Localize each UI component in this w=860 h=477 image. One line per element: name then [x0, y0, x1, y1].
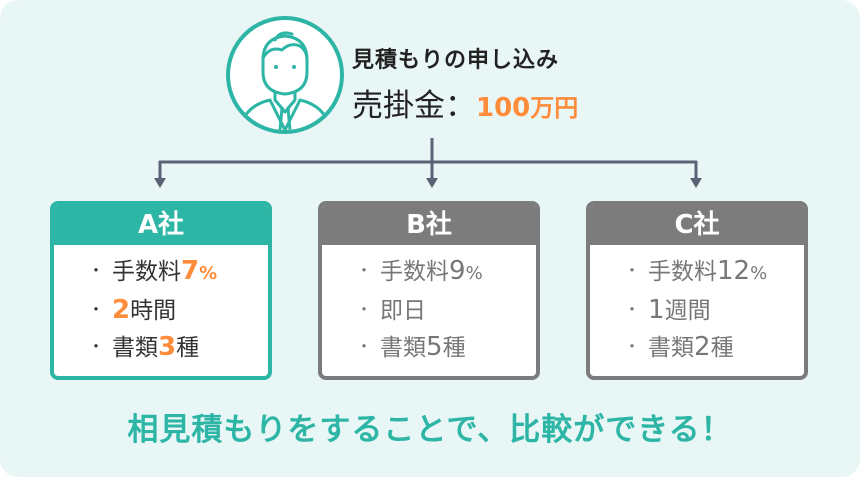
term-label: 手数料: [648, 259, 718, 285]
amount-value: 100: [476, 93, 531, 123]
term-unit: 時間: [130, 298, 177, 324]
arrow-down-icon: [426, 178, 438, 188]
term-label: 書類: [112, 335, 159, 361]
term-label: 手数料: [112, 259, 182, 285]
term-item: ・ 2時間: [88, 292, 268, 329]
term-value: 2: [694, 332, 711, 362]
term-label: 書類: [648, 335, 695, 361]
term-item: ・書類5種: [356, 329, 536, 366]
bullet: ・: [624, 261, 641, 280]
bullet: ・: [88, 261, 105, 280]
term-unit: 種: [176, 335, 200, 361]
company-name: A社: [54, 205, 268, 245]
term-item: ・手数料7%: [88, 253, 268, 292]
term-unit: %: [465, 263, 483, 284]
bullet: ・: [624, 337, 641, 356]
term-label: 手数料: [380, 259, 450, 285]
term-item: ・ 1週間: [624, 292, 804, 329]
company-terms: ・手数料7% ・ 2時間・書類3種: [54, 253, 268, 366]
term-value: 7: [181, 256, 200, 286]
receivable-amount: 売掛金：100万円: [352, 80, 578, 125]
term-value: 9: [449, 256, 466, 286]
term-value: 2: [112, 295, 131, 325]
company-name: C社: [590, 205, 804, 245]
company-card: B社・手数料9% ・即日・書類5種: [318, 201, 540, 380]
term-label: 書類: [380, 335, 427, 361]
term-unit: 週間: [664, 298, 711, 324]
term-item: ・書類3種: [88, 329, 268, 366]
term-item: ・手数料12%: [624, 253, 804, 292]
term-value: 12: [717, 256, 751, 286]
term-item: ・手数料9%: [356, 253, 536, 292]
amount-unit: 万円: [530, 94, 579, 122]
conclusion-text: 相見積もりをすることで、比較ができる！: [127, 412, 733, 448]
term-value: 5: [426, 332, 443, 362]
arrow-down-icon: [690, 178, 702, 188]
bullet: ・: [88, 337, 105, 356]
term-value: 3: [158, 332, 177, 362]
businessman-avatar-icon: [226, 16, 344, 134]
bullet: ・: [356, 337, 373, 356]
term-value: 1: [648, 295, 665, 325]
term-unit: 種: [442, 335, 466, 361]
bullet: ・: [356, 261, 373, 280]
company-terms: ・手数料9% ・即日・書類5種: [322, 253, 536, 366]
term-unit: 種: [710, 335, 734, 361]
term-item: ・書類2種: [624, 329, 804, 366]
term-unit: %: [199, 263, 218, 284]
request-title: 見積もりの申し込み: [352, 48, 560, 73]
company-name: B社: [322, 205, 536, 245]
term-unit: %: [750, 263, 768, 284]
bullet: ・: [88, 300, 105, 319]
arrow-down-icon: [154, 178, 166, 188]
company-terms: ・手数料12% ・ 1週間・書類2種: [590, 253, 804, 366]
term-label: 即日: [380, 298, 427, 324]
bullet: ・: [624, 300, 641, 319]
bullet: ・: [356, 300, 373, 319]
company-card: A社・手数料7% ・ 2時間・書類3種: [50, 201, 272, 380]
company-card: C社・手数料12% ・ 1週間・書類2種: [586, 201, 808, 380]
term-item: ・即日: [356, 292, 536, 329]
amount-label: 売掛金：: [352, 88, 476, 124]
